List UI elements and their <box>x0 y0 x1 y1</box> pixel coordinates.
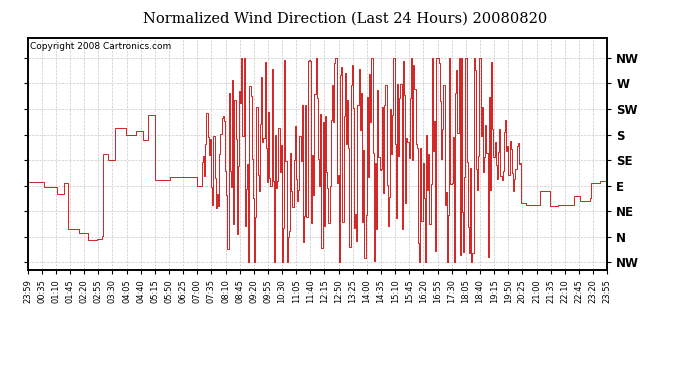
Text: Copyright 2008 Cartronics.com: Copyright 2008 Cartronics.com <box>30 42 172 51</box>
Text: Normalized Wind Direction (Last 24 Hours) 20080820: Normalized Wind Direction (Last 24 Hours… <box>143 11 547 25</box>
